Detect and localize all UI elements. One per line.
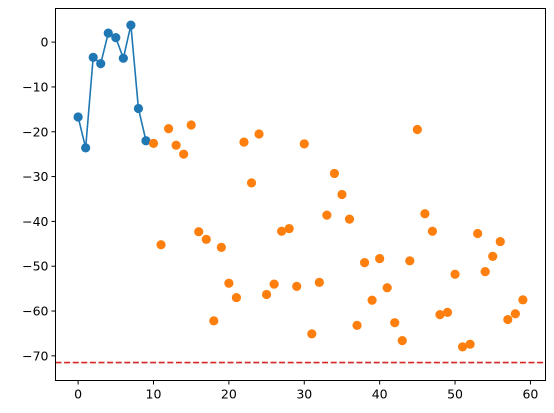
y-tick-label: −30: [22, 169, 48, 184]
series-2-point: [412, 124, 422, 135]
series-1-line: [77, 24, 147, 149]
series-1-point: [111, 33, 121, 43]
plot-frame: [55, 8, 546, 381]
series-2-point: [442, 307, 453, 317]
series-2-point: [457, 342, 468, 352]
series-1-point: [126, 20, 136, 30]
x-tick-label: 0: [74, 387, 82, 402]
series-2-point: [292, 281, 302, 291]
y-tick-label: −50: [22, 259, 48, 274]
series-2-point: [231, 292, 242, 303]
series-2-point: [322, 210, 332, 220]
y-tick-label: −10: [22, 79, 48, 94]
series-1-point: [81, 143, 91, 153]
y-tick-label: −70: [22, 348, 48, 363]
series-2-point: [359, 258, 370, 268]
series-2-point: [427, 226, 438, 236]
y-tick-label: −60: [22, 304, 48, 319]
series-2-point: [216, 242, 226, 252]
series-2-point: [284, 223, 294, 234]
series-1-point: [88, 52, 98, 62]
y-axis: 0 −10 −20 −30 −40 −50 −60 −70: [22, 35, 56, 363]
series-2-point: [420, 209, 430, 219]
series-1-point: [73, 112, 83, 122]
series-2-point: [171, 140, 181, 150]
series-2-point: [344, 214, 355, 224]
series-2-point: [179, 149, 189, 159]
series-2-point: [367, 295, 377, 305]
series-2-point: [382, 283, 392, 293]
series-2-point: [148, 138, 159, 149]
series-2-point: [405, 256, 415, 266]
series-2-point: [465, 339, 475, 349]
series-2-point: [209, 316, 219, 326]
series-2-point: [201, 234, 211, 244]
series-2-point: [314, 277, 324, 287]
series-1-point: [133, 103, 144, 114]
series-1-point: [118, 53, 128, 63]
y-tick-label: 0: [41, 35, 49, 50]
series-layer: [73, 20, 528, 352]
x-tick-label: 40: [372, 387, 388, 402]
series-2-point: [352, 320, 362, 330]
series-2-point: [163, 124, 174, 134]
y-tick-label: −40: [22, 214, 48, 229]
series-2-point: [510, 309, 520, 319]
series-2-point: [488, 251, 498, 261]
series-1-point: [141, 136, 151, 146]
series-2-point: [435, 310, 445, 320]
series-2-point: [397, 336, 407, 346]
series-2-point: [450, 269, 460, 279]
series-2-point: [503, 314, 513, 325]
series-2-point: [337, 189, 347, 200]
series-2-point: [307, 329, 317, 339]
series-2-point: [390, 318, 400, 328]
x-tick-label: 30: [296, 387, 312, 402]
y-tick-label: −20: [22, 124, 48, 139]
series-2-point: [246, 178, 257, 188]
series-2-point: [277, 226, 287, 236]
series-2-point: [299, 139, 309, 149]
series-2-point: [239, 137, 249, 147]
x-tick-label: 60: [522, 387, 538, 402]
series-2-point: [186, 120, 196, 130]
series-2-point: [480, 266, 490, 277]
series-1-point: [103, 28, 113, 38]
x-axis: 0 10 20 30 40 50 60: [74, 380, 538, 402]
series-2-point: [261, 289, 272, 300]
series-2-point: [495, 236, 505, 247]
series-2-point: [329, 168, 340, 179]
series-2-point: [518, 295, 528, 305]
series-2-point: [375, 253, 385, 264]
series-2-point: [194, 227, 204, 237]
series-2-point: [269, 279, 279, 289]
series-1-point: [96, 59, 106, 69]
x-tick-label: 10: [146, 387, 162, 402]
series-2-point: [254, 129, 264, 139]
series-2-point: [156, 240, 166, 250]
x-tick-label: 20: [221, 387, 237, 402]
x-tick-label: 50: [447, 387, 463, 402]
series-2-point: [473, 228, 483, 239]
series-2-point: [224, 278, 234, 288]
